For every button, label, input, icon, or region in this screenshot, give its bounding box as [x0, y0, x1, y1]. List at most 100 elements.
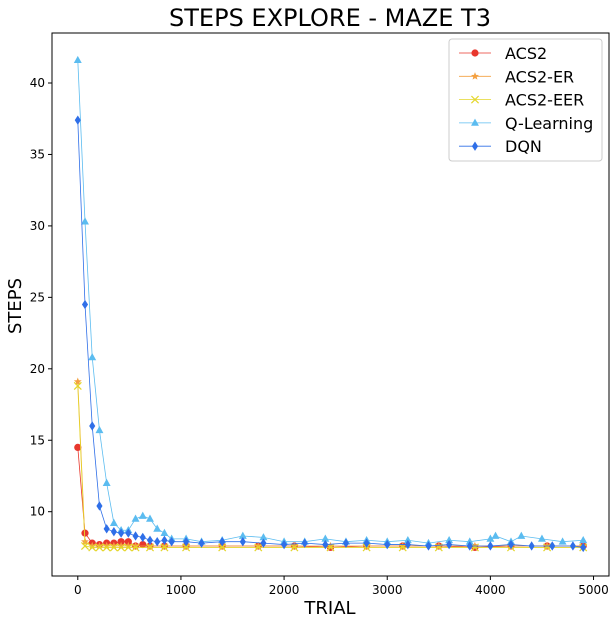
x-tick-label: 4000 [475, 583, 506, 597]
data-point-dqn [161, 535, 168, 545]
data-point-dqn [301, 538, 308, 548]
legend-label-acs2: ACS2 [505, 44, 547, 63]
y-tick-label: 35 [30, 147, 45, 161]
data-point-q-learning [486, 534, 495, 542]
data-point-acs2-eer [117, 543, 126, 552]
data-point-q-learning [95, 425, 104, 434]
data-point-q-learning [131, 514, 140, 522]
data-point-acs2-er [326, 541, 335, 550]
data-point-dqn [198, 538, 205, 548]
data-point-dqn [466, 541, 473, 551]
legend: ACS2 ACS2-ER ACS2-EER Q-Learning DQN [448, 38, 603, 162]
data-point-dqn [81, 299, 89, 310]
legend-marker-q-learning [471, 118, 479, 126]
data-point-q-learning [138, 511, 147, 519]
x-tick-label: 2000 [269, 583, 300, 597]
data-point-acs2-er [131, 541, 140, 550]
series-line-dqn [77, 120, 584, 548]
data-point-q-learning [88, 353, 97, 361]
legend-label-acs2-er: ACS2-ER [505, 67, 574, 86]
data-point-q-learning [445, 535, 454, 544]
data-point-dqn [363, 538, 370, 548]
legend-label-acs2-eer: ACS2-EER [505, 91, 584, 110]
data-point-acs2-er [124, 541, 133, 550]
data-point-q-learning [81, 217, 89, 225]
data-point-q-learning [517, 531, 526, 539]
plot-frame [51, 32, 610, 577]
data-point-acs2-er [290, 541, 299, 550]
data-point-acs2-eer [145, 543, 155, 552]
y-tick-label: 25 [30, 290, 45, 304]
data-point-dqn [146, 535, 154, 545]
data-point-acs2-eer [124, 543, 133, 552]
data-point-dqn [487, 541, 494, 551]
data-point-dqn [404, 539, 411, 550]
data-point-q-learning [102, 478, 111, 486]
series-dqn [74, 115, 587, 553]
data-point-dqn [569, 541, 576, 551]
data-point-acs2-eer [109, 543, 118, 552]
data-point-acs2-eer [160, 543, 169, 552]
data-point-q-learning [321, 534, 330, 542]
data-point-dqn [110, 527, 117, 537]
data-point-acs2-eer [470, 543, 479, 552]
data-point-acs2-eer [80, 541, 90, 551]
data-point-acs2-eer [73, 381, 82, 390]
data-point-acs2-eer [182, 543, 191, 552]
legend-label-q-learning: Q-Learning [505, 114, 593, 133]
data-point-acs2-eer [95, 543, 104, 552]
data-point-acs2-eer [102, 543, 111, 552]
series-acs2-er [73, 377, 588, 550]
data-point-acs2-eer [290, 543, 299, 552]
data-point-acs2-er [73, 377, 82, 386]
data-point-dqn [425, 541, 432, 551]
data-point-acs2-eer [218, 543, 227, 552]
data-point-q-learning [153, 524, 162, 532]
data-point-q-learning [238, 531, 247, 539]
y-tick-label: 40 [30, 76, 45, 90]
data-point-acs2-er [95, 541, 104, 550]
data-point-q-learning [109, 518, 118, 527]
data-point-dqn [139, 532, 146, 543]
legend-marker-acs2-er [471, 72, 479, 80]
data-point-dqn [96, 501, 103, 511]
data-point-acs2-er [160, 541, 169, 550]
data-point-q-learning [259, 533, 268, 541]
data-point-dqn [549, 541, 556, 551]
data-point-dqn [103, 524, 110, 534]
data-point-acs2-eer [543, 543, 552, 552]
legend-box [448, 38, 603, 162]
data-point-dqn [528, 541, 535, 551]
data-point-q-learning [558, 537, 567, 545]
data-point-acs2 [124, 538, 132, 546]
data-point-q-learning [73, 55, 82, 64]
data-point-q-learning [465, 537, 474, 545]
legend-marker-acs2-eer [470, 95, 480, 104]
data-point-q-learning [579, 535, 588, 544]
data-point-acs2-er [88, 541, 97, 550]
data-point-acs2-er [102, 541, 111, 550]
x-tick-label: 1000 [166, 583, 197, 597]
data-point-q-learning [537, 534, 546, 542]
data-point-q-learning [491, 531, 500, 539]
data-point-dqn [74, 115, 81, 125]
data-point-acs2-eer [131, 543, 140, 552]
y-tick-label: 20 [30, 362, 45, 376]
data-point-q-learning [160, 528, 169, 537]
data-point-dqn [168, 537, 175, 547]
data-point-dqn [342, 538, 350, 548]
legend-marker-acs2 [471, 49, 479, 57]
data-point-acs2 [74, 443, 82, 451]
x-tick-label: 5000 [578, 583, 609, 597]
data-point-dqn [384, 539, 391, 550]
data-point-acs2-er [254, 541, 263, 550]
y-axis-label: STEPS [5, 278, 26, 334]
data-point-acs2-er [117, 541, 126, 550]
data-point-dqn [219, 537, 226, 547]
series-acs2 [74, 443, 587, 552]
data-point-dqn [89, 421, 96, 431]
chart-title: STEPS EXPLORE - MAZE T3 [169, 4, 491, 32]
data-point-dqn [260, 538, 267, 548]
series-line-acs2 [77, 447, 584, 548]
